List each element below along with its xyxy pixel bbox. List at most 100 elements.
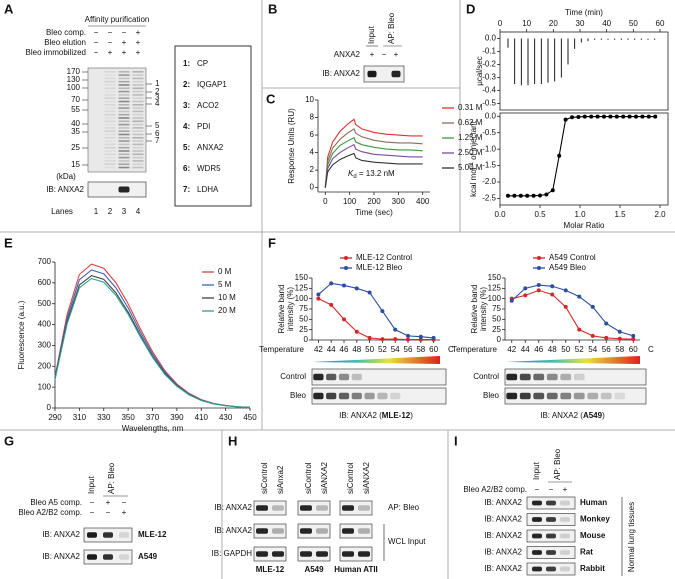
band-number: 7 [155,136,160,145]
band-number: 4 [155,99,160,108]
ib-label-part: ) [410,411,413,420]
x-tick-label: 46 [340,345,349,354]
blot-band [272,528,284,534]
lane-label: siControl [304,462,313,494]
blot-band [119,554,129,560]
blot-band [342,551,354,557]
y-tick-label: 150 [488,273,502,282]
ib-label-part: MLE-12 [382,411,411,420]
blot-band [532,500,542,506]
blot-band [390,392,401,400]
cell-label: A549 [138,552,158,561]
blot [297,546,331,562]
gel-band [118,107,130,109]
y-tick-label: -0.5 [482,128,496,137]
blot-band [600,392,612,400]
gel-band [104,163,116,165]
y-tick-label: 75 [492,304,501,313]
blot-band [300,551,312,557]
sign: − [94,28,99,37]
data-point [634,114,638,119]
gel-band [104,160,116,162]
gel-band [118,137,130,139]
sign: − [94,48,99,57]
sign: + [106,498,111,507]
ib-label-part: IB: ANXA2 ( [540,411,583,420]
gel-band [132,100,144,103]
gel-band [104,94,116,96]
data-point [582,114,587,119]
gel-band [104,166,116,169]
blot-band [300,528,312,534]
protein-number: 4: [183,122,190,131]
data-point [342,317,346,322]
x-tick-label: 350 [121,413,135,422]
blot-band [272,551,284,557]
band-number: 1 [155,79,160,88]
y-tick-label: 6 [310,130,315,139]
blot-band [256,551,268,557]
panel-label: I [454,433,458,448]
data-point [621,114,626,119]
blot [504,387,647,405]
x-tick-label: 430 [219,413,233,422]
species-label: Rabbit [580,564,605,573]
gel-band [118,87,130,90]
y-tick-label: 0 [304,335,309,344]
gel-band [104,130,116,132]
gel-band [104,104,116,106]
data-point [550,292,555,297]
blot [504,368,647,386]
data-point [431,335,436,340]
condition-label: Bleo A2/B2 comp. [18,508,82,517]
annotation-part: K [348,169,354,178]
panel-label: E [4,235,13,250]
data-point [380,309,385,314]
data-point [525,193,530,198]
legend-label: 0 M [218,267,232,276]
series-line [511,289,634,340]
y-axis-label: Relative band [470,285,479,334]
group-label: AP: Bleo [388,503,420,512]
temperature-gradient [505,356,640,364]
sign: − [122,28,127,37]
y-tick-label: 125 [488,283,502,292]
protein-name: LDHA [197,185,219,194]
condition-label: Bleo immobilized [26,48,86,57]
gel-band [132,140,144,142]
legend-label: 5.00 M [458,163,483,172]
blot [87,181,147,198]
data-point [506,193,510,198]
blot-band [546,550,556,555]
y-tick-label: -1.5 [482,161,496,170]
x-tick-label: 450 [243,413,257,422]
gel-band [104,77,116,80]
gel-band [132,110,144,113]
gel-band [118,166,130,169]
cell-label: MLE-12 [256,565,285,574]
panel-label: H [228,433,237,448]
x-tick-label: 400 [416,197,430,206]
legend-label: MLE-12 Control [356,253,412,262]
blot-band [358,505,370,511]
legend-label: 10 M [218,293,236,302]
y-tick-label: 25 [299,325,308,334]
protein-number: 6: [183,164,190,173]
blot-band [506,392,518,400]
sign: − [535,485,540,494]
ib-label: IB: ANXA2 [484,531,522,540]
blot-band [587,392,599,400]
group-label: WCL Input [388,537,426,546]
x-tick-label: 20 [549,19,558,28]
blot [311,368,447,386]
data-point [523,286,528,291]
ib-label: IB: ANXA2 (A549) [540,411,605,420]
column-label: AP: Bleo [553,448,562,480]
gel-band [132,163,144,165]
blot-band [560,550,570,555]
band-number: 5 [155,121,160,130]
y-axis-label: Relative band [277,285,286,334]
panel-label: B [268,1,277,16]
gel-band [118,150,130,152]
gel-band [118,110,130,113]
